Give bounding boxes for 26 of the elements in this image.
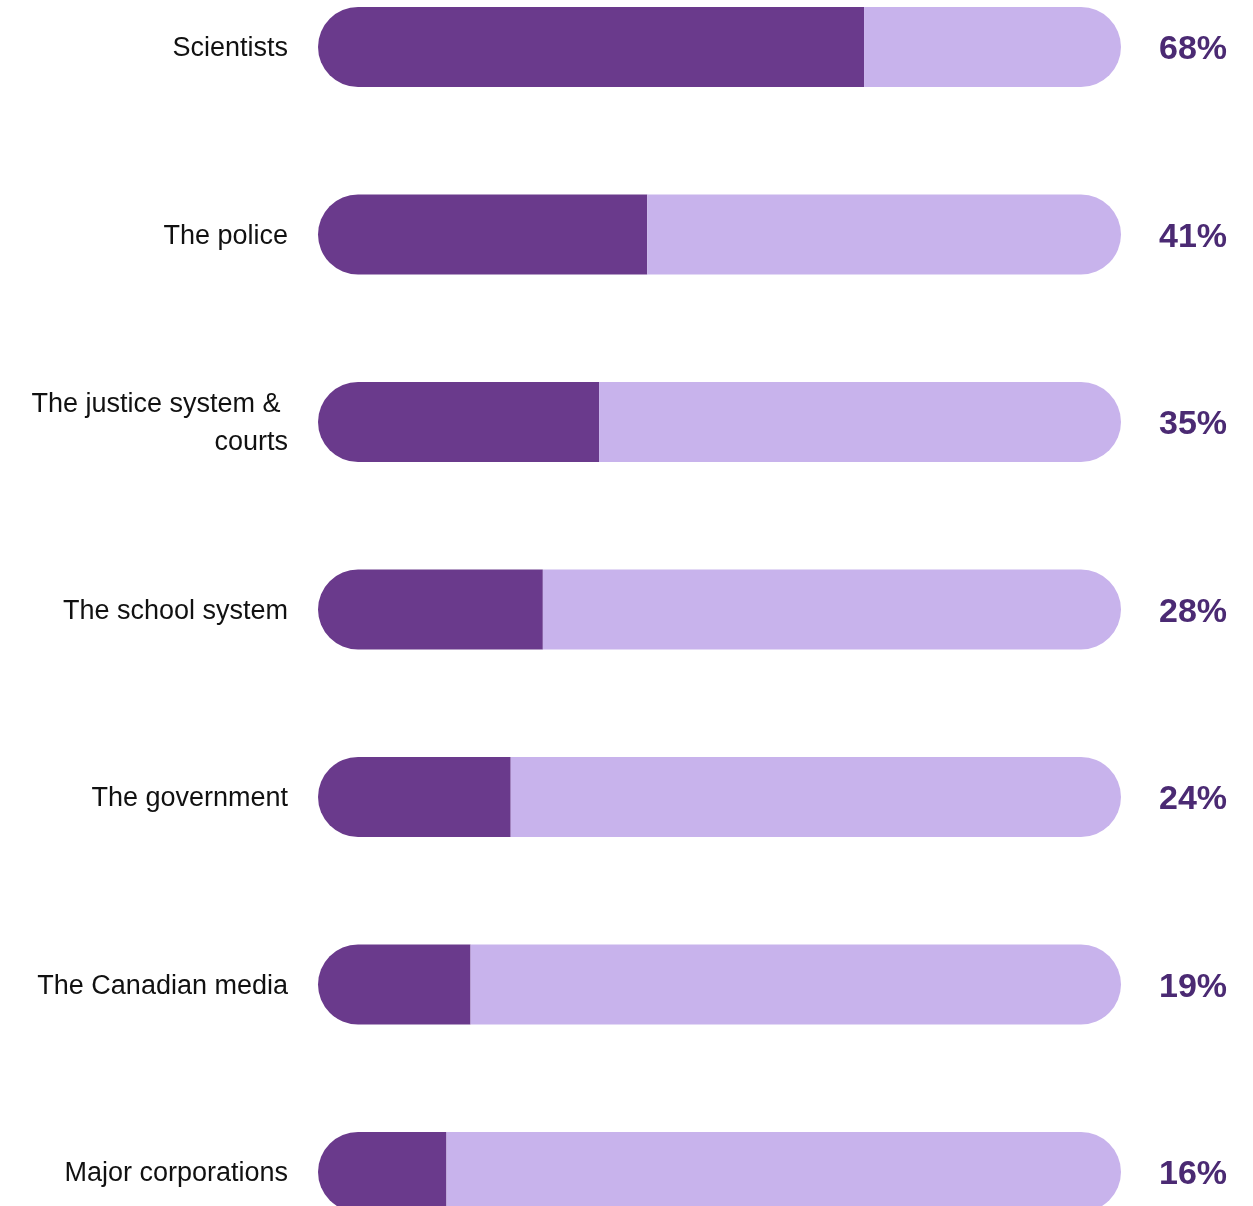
bar	[510, 757, 1121, 837]
y-tick-label: The Canadian media	[37, 969, 289, 1000]
bar	[599, 382, 1121, 462]
y-tick-label: The school system	[62, 594, 288, 625]
bar	[864, 7, 1121, 87]
data-label: 41%	[1159, 215, 1228, 254]
y-tick-label: Major corporations	[64, 1157, 288, 1187]
data-label: 19%	[1159, 965, 1228, 1004]
data-label: 28%	[1159, 590, 1228, 629]
bar	[318, 757, 511, 837]
bar	[318, 382, 600, 462]
data-label: 35%	[1159, 403, 1228, 441]
data-label: 16%	[1159, 1153, 1228, 1191]
bar	[470, 944, 1121, 1025]
data-label: 68%	[1159, 28, 1228, 66]
bar	[647, 194, 1121, 275]
y-tick-label: The justice system & courts	[31, 388, 288, 456]
bar	[542, 569, 1121, 650]
y-tick-label: The government	[91, 782, 289, 812]
y-tick-label: The police	[163, 219, 288, 250]
bar	[318, 7, 865, 87]
bar	[318, 944, 471, 1025]
bar	[318, 194, 648, 275]
bar	[318, 569, 543, 650]
data-label: 24%	[1159, 778, 1228, 816]
y-tick-label: Scientists	[172, 32, 288, 62]
